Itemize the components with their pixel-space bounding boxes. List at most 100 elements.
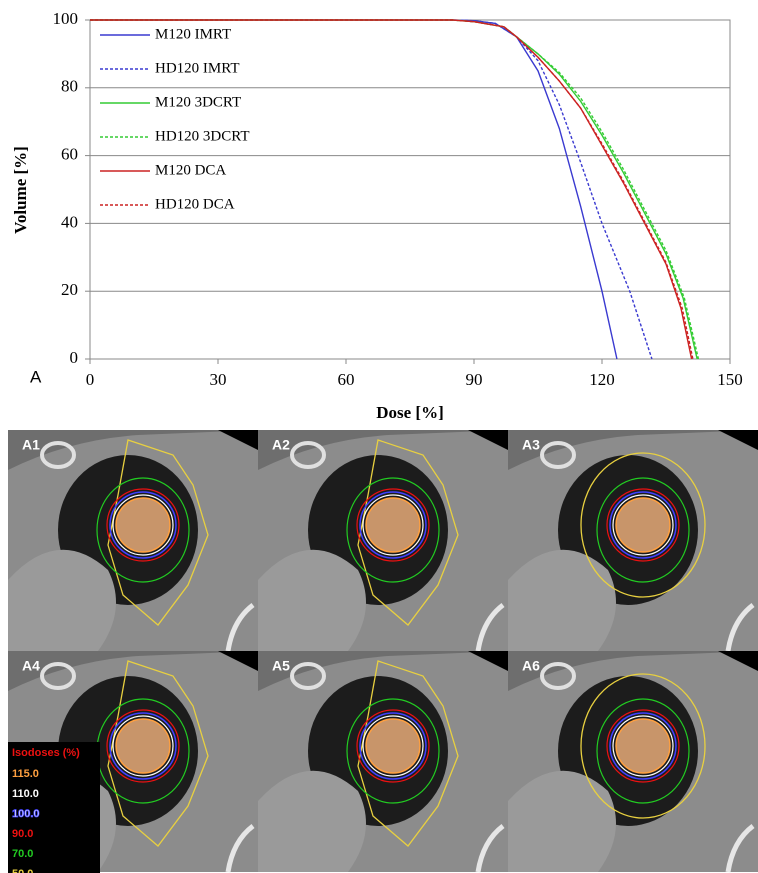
tumor [365,497,421,553]
legend-level: 115.0 [12,768,39,780]
legend-label: HD120 DCA [155,196,235,212]
x-tick-label: 0 [86,370,95,389]
x-tick-label: 150 [717,370,743,389]
edge [468,430,508,450]
panel-label: A5 [272,658,290,674]
tumor [615,718,671,774]
x-tick-label: 90 [466,370,483,389]
isodose-legend: Isodoses (%) 115.0 110.0 100.0 90.0 70.0 50.0 [8,742,100,873]
y-axis-label: Volume [%] [11,146,30,234]
tumor [365,718,421,774]
y-tick-label: 60 [61,145,78,164]
ct-panel: A3 [508,430,758,652]
edge [718,430,758,450]
isodose-100 [609,712,677,780]
legend-level: 70.0 [12,848,33,860]
y-tick-label: 40 [61,212,78,231]
legend-level: 100.0 [12,808,40,820]
rib [475,824,505,873]
liver [508,549,616,651]
isodose-70 [596,698,690,804]
bone [540,662,576,690]
isodose-90 [106,488,180,562]
isodose-110 [362,715,424,777]
legend-title: Isodoses (%) [12,747,80,759]
liver [258,770,366,872]
panel-label: A1 [22,437,40,453]
legend-box [8,742,100,873]
panel-label: A3 [522,437,540,453]
legend-label: M120 DCA [155,162,226,178]
x-tick-label: 120 [589,370,615,389]
series-line [90,19,700,360]
legend-label: M120 3DCRT [155,94,241,110]
rib [725,824,755,873]
isodose-90 [356,709,430,783]
bone [540,441,576,469]
legend-label: M120 IMRT [155,26,231,42]
isodose-100 [359,491,427,559]
y-tick-label: 0 [70,348,79,367]
panel-label: A4 [22,658,40,674]
bone [290,662,326,690]
bone [290,441,326,469]
rib [225,824,255,873]
ct-panel: A1 [8,430,258,652]
rib [475,603,505,652]
isodose-70 [346,698,440,804]
edge [218,430,258,450]
isodose-110 [112,494,174,556]
isodose-110 [362,494,424,556]
y-tick-label: 80 [61,77,78,96]
bone [40,662,76,690]
panel-label: A6 [522,658,540,674]
isodose-90 [606,709,680,783]
isodose-70 [346,477,440,583]
tumor [115,497,171,553]
plot-area: 0 20 40 60 80 100 0 30 60 90 120 150 M120 IMRT HD120 … [53,9,743,389]
legend-level: 110.0 [12,788,39,800]
y-tick-label: 100 [53,9,79,28]
tumor [615,497,671,553]
isodose-110 [612,715,674,777]
legend-label: HD120 IMRT [155,60,240,76]
isodose-110 [112,715,174,777]
isodose-90 [106,709,180,783]
isodose-100 [109,712,177,780]
liver [8,549,116,651]
isodose-110 [612,494,674,556]
rib [725,603,755,652]
tumor [115,718,171,774]
ct-panel: A5 [258,651,508,873]
isodose-50 [580,452,706,598]
ct-panel: A2 [258,430,508,652]
isodose-100 [609,491,677,559]
legend-label: HD120 3DCRT [155,128,250,144]
isodose-100 [109,491,177,559]
bone [40,441,76,469]
isodose-90 [606,488,680,562]
legend-level: 50.0 [12,868,33,873]
series-line [90,19,694,360]
ct-panel: A6 [508,651,758,873]
edge [718,651,758,671]
edge [468,651,508,671]
series-line [90,19,693,360]
liver [258,549,366,651]
isodose-70 [96,477,190,583]
ct-images: A1 A2 A3 A4 A5 A6 Isodoses (%) 115.0 110.0 100.0 9… [8,430,758,873]
x-tick-label: 60 [338,370,355,389]
isodose-100 [359,712,427,780]
liver [508,770,616,872]
isodose-50 [580,673,706,819]
panel-label: A [30,367,42,386]
x-axis-label: Dose [%] [376,403,444,422]
edge [218,651,258,671]
x-tick-label: 30 [210,370,227,389]
rib [225,603,255,652]
panel-label: A2 [272,437,290,453]
legend-level: 90.0 [12,828,33,840]
isodose-90 [356,488,430,562]
y-tick-label: 20 [61,280,78,299]
